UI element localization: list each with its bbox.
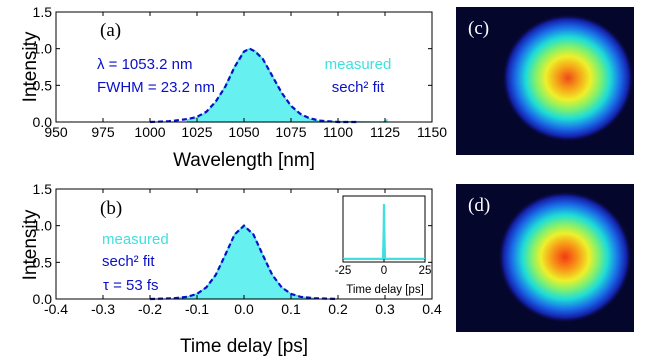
panel-a-y-tick-label: 1.0 [33, 41, 53, 57]
panel-a-legend-fit: sech² fit [332, 79, 385, 96]
panel-b-x-tick-label: 0.4 [422, 301, 442, 317]
panel-b-label: (b) [100, 198, 122, 219]
panel-a-series-fit [149, 47, 357, 124]
panel-a-ticks: 950 975 1000 1025 1050 1075 1100 1125 1150 0.0 0.5… [33, 4, 448, 140]
panel-a-label: (a) [100, 20, 121, 41]
panel-b-ticks: -0.4 -0.3 -0.2 -0.1 0.0 0.1 0.2 0.3 0.4 0.0 0.5 1.0… [33, 181, 442, 317]
panel-a: 950 975 1000 1025 1050 1075 1100 1125 1150 0.0 0.5… [20, 4, 447, 171]
panel-b-series-measured [172, 224, 316, 300]
panel-a-y-tick-label: 0.5 [33, 77, 53, 93]
panel-b-series-fit [149, 224, 339, 301]
panel-b-y-axis-label: Intensity [20, 209, 41, 280]
panel-a-y-axis-label: Intensity [20, 31, 41, 102]
panel-b-legend-fit: sech² fit [102, 253, 155, 270]
inset-series-measured [343, 203, 425, 260]
beam-spot-c [502, 14, 634, 142]
beam-spot-d [498, 191, 632, 323]
panel-b-duration-annotation: τ = 53 fs [103, 277, 159, 294]
panel-c: (c) [456, 7, 634, 155]
panel-c-label: (c) [468, 18, 489, 39]
panel-b-x-tick-label: 0.0 [234, 301, 254, 317]
panel-a-x-tick-label: 1125 [370, 124, 400, 140]
panel-b-x-axis-label: Time delay [ps] [180, 336, 308, 357]
panel-a-wavelength-annotation: λ = 1053.2 nm [97, 56, 192, 73]
panel-b-x-tick-label: 0.1 [281, 301, 301, 317]
panel-d: (d) [456, 184, 634, 332]
inset-x-tick-label: 25 [419, 265, 432, 277]
panel-b-x-tick-label: -0.1 [185, 301, 209, 317]
panel-b-x-tick-label: 0.3 [375, 301, 395, 317]
panel-b-y-tick-label: 1.0 [33, 218, 53, 234]
panel-a-y-tick-label: 1.5 [33, 4, 53, 20]
panel-b: -0.4 -0.3 -0.2 -0.1 0.0 0.1 0.2 0.3 0.4 0.0 0.5 1.0… [20, 181, 442, 357]
inset-plot-marks [343, 203, 425, 260]
panel-b-x-tick-label: -0.2 [138, 301, 162, 317]
panel-b-plot-marks [149, 224, 339, 301]
panel-a-x-tick-label: 975 [91, 124, 115, 140]
panel-b-x-tick-label: -0.3 [91, 301, 115, 317]
panel-a-x-tick-label: 1050 [228, 124, 259, 140]
panel-b-y-tick-label: 0.5 [33, 254, 53, 270]
panel-b-x-tick-label: -0.4 [44, 301, 68, 317]
panel-d-label: (d) [468, 195, 490, 216]
inset-x-axis-label: Time delay [ps] [346, 284, 424, 296]
panel-b-y-tick-label: 0.0 [33, 291, 53, 307]
panel-b-y-tick-label: 1.5 [33, 181, 53, 197]
panel-a-y-tick-label: 0.0 [33, 114, 53, 130]
inset-x-tick-label: -25 [335, 265, 352, 277]
panel-a-legend-measured: measured [325, 56, 392, 73]
panel-a-x-tick-label: 1150 [417, 124, 447, 140]
panel-a-x-tick-label: 950 [44, 124, 68, 140]
panel-a-fwhm-annotation: FWHM = 23.2 nm [97, 79, 215, 96]
panel-a-x-axis-label: Wavelength [nm] [173, 150, 315, 171]
panel-a-x-tick-label: 1100 [323, 124, 353, 140]
inset-x-tick-label: 0 [381, 265, 387, 277]
panel-a-x-tick-label: 1000 [134, 124, 165, 140]
panel-a-x-tick-label: 1025 [181, 124, 212, 140]
panel-b-x-tick-label: 0.2 [328, 301, 348, 317]
inset-ticks: -25 0 25 [335, 259, 432, 277]
panel-a-x-tick-label: 1075 [275, 124, 306, 140]
panel-b-inset: -25 0 25 Time delay [ps] [335, 195, 432, 296]
panel-b-legend-measured: measured [102, 231, 169, 248]
